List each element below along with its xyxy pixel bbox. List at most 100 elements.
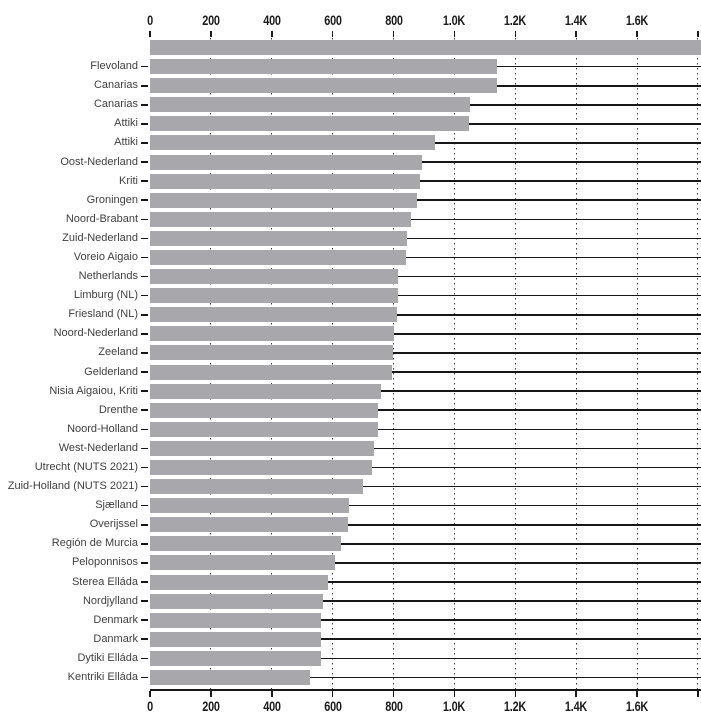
x-axis-tick-label-bottom: 800: [384, 698, 403, 714]
x-axis-tick-label-bottom: 1.4K: [565, 698, 588, 714]
row-label: Overijssel: [89, 518, 138, 531]
bar: [150, 421, 378, 437]
bar: [150, 269, 399, 285]
bar: [150, 173, 421, 189]
row-line: [150, 294, 701, 297]
row-label: Zuid-Holland (NUTS 2021): [7, 480, 138, 493]
x-axis-tick-label-bottom: 200: [202, 698, 220, 714]
y-axis-tick: [141, 657, 148, 660]
row-label: Noord-Holland: [67, 422, 138, 435]
y-axis-tick: [141, 600, 148, 602]
bar: [150, 383, 381, 399]
row-line: [150, 237, 701, 240]
row-line: [150, 275, 701, 278]
row-label: West-Nederland: [58, 441, 138, 454]
row-line: [150, 504, 701, 507]
row-label: Noord-Nederland: [53, 327, 138, 340]
row-label: Canarias: [93, 79, 138, 92]
x-axis-tick-top: [514, 31, 517, 37]
x-axis-tick-bottom: [697, 690, 699, 697]
row-line: [150, 447, 701, 450]
row-line: [150, 619, 701, 621]
bar: [150, 555, 336, 571]
row-label: Drenthe: [98, 403, 138, 416]
row-line: [150, 352, 701, 354]
bar: [150, 211, 412, 227]
bar: [150, 59, 498, 75]
x-axis-tick-label-bottom: 600: [323, 698, 342, 714]
gridline: [514, 38, 516, 689]
y-axis-tick: [141, 619, 148, 621]
bar: [150, 78, 498, 94]
x-axis-tick-top: [331, 31, 334, 37]
gridline: [575, 38, 577, 689]
row-line: [150, 676, 701, 679]
bar: [150, 364, 392, 380]
y-axis-tick: [141, 409, 148, 411]
bar: [150, 650, 321, 666]
row-label: Nordjylland: [82, 594, 138, 607]
row-label: Danmark: [93, 632, 138, 645]
row-label: Gelderland: [84, 365, 138, 378]
bar: [150, 574, 328, 590]
bar: [150, 230, 407, 246]
y-axis-tick: [141, 447, 148, 450]
gridline: [210, 38, 212, 689]
row-label: Limburg (NL): [73, 289, 138, 302]
x-axis-tick-top: [149, 31, 151, 37]
bar: [150, 288, 398, 304]
row-line: [150, 638, 701, 641]
row-line: [150, 218, 701, 221]
x-axis-tick-label-top: 1.4K: [565, 12, 588, 28]
row-line: [150, 333, 701, 335]
x-axis-tick-top: [392, 31, 395, 37]
y-axis-tick: [141, 390, 148, 392]
y-axis-tick: [141, 333, 148, 335]
row-line: [150, 523, 701, 526]
gridline: [393, 38, 395, 689]
y-axis-tick: [141, 123, 148, 125]
bar: [150, 250, 407, 265]
row-label: Peloponnisos: [71, 556, 138, 569]
bar: [150, 612, 322, 628]
row-label: Kentriki Elláda: [67, 670, 138, 683]
y-axis-tick: [141, 237, 148, 240]
bar: [150, 97, 470, 113]
y-axis-tick: [141, 581, 148, 583]
x-axis-tick-label-top: 600: [323, 12, 342, 28]
row-label: Attiki: [114, 117, 138, 130]
row-line: [150, 161, 701, 163]
x-axis-tick-bottom: [514, 690, 517, 697]
row-line: [150, 562, 701, 564]
x-axis-tick-label-top: 400: [263, 12, 281, 28]
row-line: [150, 199, 701, 202]
row-line: [150, 485, 701, 488]
row-label: Nisia Aigaiou, Kriti: [49, 384, 138, 397]
bar: [150, 593, 323, 609]
bar: [150, 135, 436, 151]
row-label: Denmark: [93, 613, 138, 626]
x-axis-tick-top: [271, 31, 273, 37]
bar: [150, 631, 322, 647]
bar: [150, 517, 349, 533]
row-label: Attiki: [114, 136, 138, 149]
y-axis-tick: [141, 543, 148, 545]
y-axis-tick: [141, 256, 148, 259]
y-axis-tick: [141, 638, 148, 641]
bar: [150, 440, 374, 456]
row-line: [150, 428, 701, 431]
row-line: [150, 409, 701, 411]
row-label: Dytiki Elláda: [77, 651, 138, 664]
y-axis-tick: [141, 65, 148, 68]
row-label: Canarias: [93, 98, 138, 111]
bar: [150, 326, 395, 342]
row-line: [150, 371, 701, 373]
row-label: Flevoland: [90, 60, 138, 73]
x-axis-tick-bottom: [271, 690, 273, 697]
y-axis-tick: [141, 199, 148, 202]
x-axis-tick-top: [575, 31, 577, 37]
y-axis-tick: [141, 294, 148, 297]
row-label: Sterea Elláda: [71, 575, 138, 588]
x-axis-tick-bottom: [392, 690, 395, 697]
